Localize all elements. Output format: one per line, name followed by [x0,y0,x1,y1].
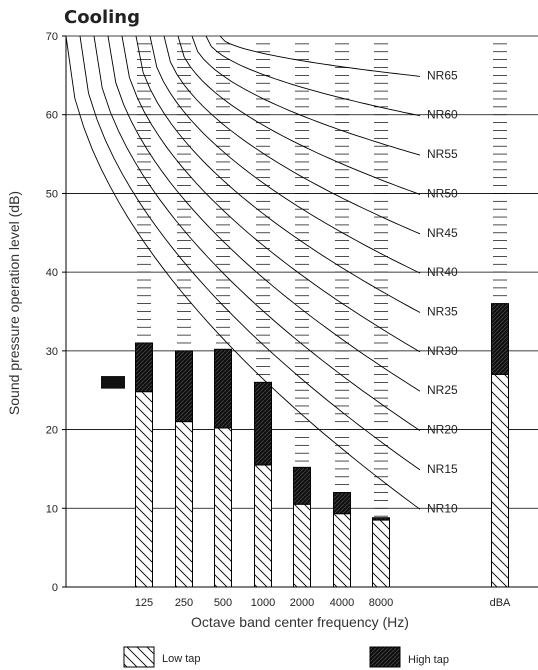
nr-curve-label: NR65 [427,68,458,82]
bar-low-tap [135,391,153,588]
x-tick-label: dBA [490,597,511,609]
bar-low-tap [175,421,193,588]
legend-label-low: Low tap [162,653,201,665]
legend-swatch-low [123,646,155,668]
x-tick-label: 250 [175,597,193,609]
nr-curve [149,36,421,274]
bar-low-tap [491,373,509,588]
nr-curve-label: NR25 [427,383,458,397]
legend: Low tap High tap [123,646,449,668]
nr-curve [191,36,421,156]
x-tick-label: 2000 [290,597,314,609]
y-tick-label: 40 [46,267,58,279]
nr-curve [121,36,421,353]
nr-curve-label: NR50 [427,186,458,200]
nr-curve-label: NR60 [427,108,458,122]
y-ticks: 0 10 20 30 40 50 60 70 [46,31,58,594]
x-ticks: 125 250 500 1000 2000 4000 8000 dBA [135,597,511,609]
bar-high-tap [293,466,311,505]
legend-swatch-high [369,646,401,668]
y-tick-label: 0 [52,582,58,594]
nr-curve [163,36,421,235]
x-tick-label: 8000 [369,597,393,609]
bar-high-tap [333,492,351,515]
nr-curve-label: NR30 [427,344,458,358]
nr-curve-label: NR45 [427,226,458,240]
bar-low-tap [214,427,232,588]
y-tick-label: 20 [46,425,58,437]
y-tick-label: 60 [46,110,58,122]
x-tick-label: 1000 [251,597,275,609]
nr-curve [107,36,421,392]
nr-curve-label: NR55 [427,147,458,161]
nr-curve [93,36,421,431]
nr-curve [135,36,421,313]
nr-curve-label: NR35 [427,305,458,319]
y-tick-label: 10 [46,503,58,515]
x-tick-label: 4000 [330,597,354,609]
bars [101,303,509,588]
nr-curve [205,36,421,117]
bar-low-tap [333,513,351,588]
legend-label-high: High tap [408,654,449,666]
bar-high-tap [214,348,232,429]
nr-curve [66,36,421,510]
bar-high-tap [135,342,153,393]
x-tick-label: 500 [214,597,232,609]
nr-curve-label: NR20 [427,423,458,437]
bar-high-tap [175,350,193,423]
nr-curve-label: NR15 [427,462,458,476]
nr-curves: NR10 NR15 NR20 NR25 NR30 NR35 NR40 NR45 NR50 NR55… [66,36,458,515]
nr-curve-label: NR40 [427,265,458,279]
bar-low-tap [372,519,390,588]
nr-curve-label: NR10 [427,501,458,515]
bar-high-tap [491,303,509,375]
bar-low-tap [254,464,272,588]
nr-curve [177,36,421,195]
y-tick-label: 50 [46,188,58,200]
chart-title: Cooling [64,7,140,28]
y-tick-label: 30 [46,346,58,358]
x-axis-label: Octave band center frequency (Hz) [191,614,409,630]
bar-low-tap [293,503,311,588]
nr-curve [79,36,421,471]
marker-block [101,376,125,389]
y-axis-label: Sound pressure operation level (dB) [6,191,22,415]
nr-curve [219,36,421,77]
bar-high-tap [254,381,272,466]
x-tick-label: 125 [135,597,153,609]
y-tick-label: 70 [46,31,58,43]
